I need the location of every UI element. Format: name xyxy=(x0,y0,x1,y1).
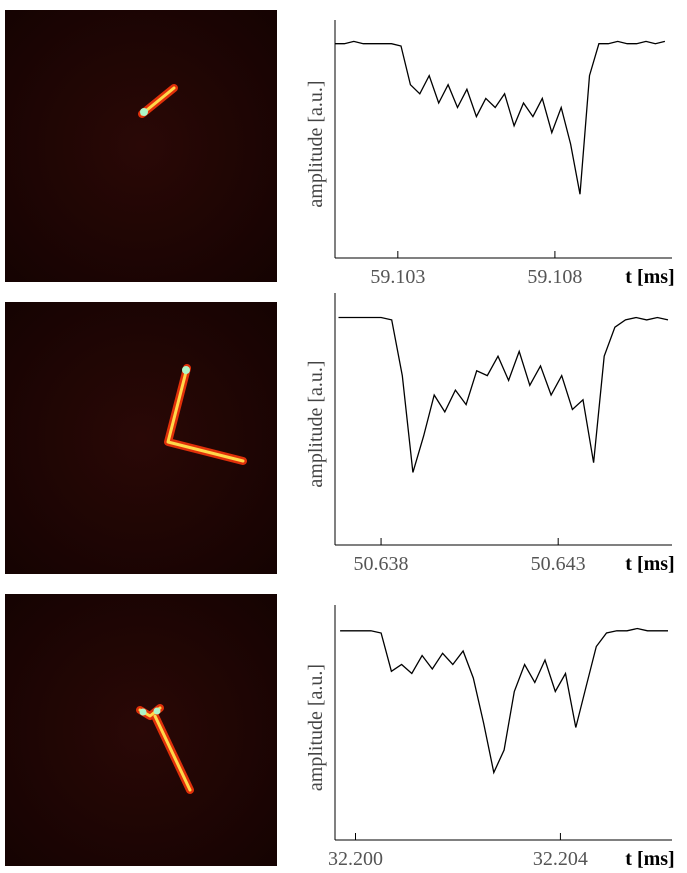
x-tick-label: 50.643 xyxy=(531,553,586,575)
x-tick-label: 32.200 xyxy=(328,848,383,870)
x-tick-label: 59.108 xyxy=(527,266,582,288)
x-axis-label: t [ms] xyxy=(625,266,674,288)
x-axis-label: t [ms] xyxy=(625,848,674,870)
trace xyxy=(340,627,668,775)
image-1 xyxy=(5,10,277,282)
x-tick-label: 50.638 xyxy=(354,553,409,575)
chart: 50.638 50.643 t [ms] amplitude [a.u.] xyxy=(305,293,675,575)
y-axis-label: amplitude [a.u.] xyxy=(305,664,327,791)
image-3 xyxy=(5,594,277,866)
x-axis-label: t [ms] xyxy=(625,553,674,575)
image-2 xyxy=(5,302,277,574)
chart: 59.103 59.108 t [ms] amplitude [a.u.] xyxy=(305,20,675,288)
x-tick-label: 59.103 xyxy=(370,266,425,288)
x-tick-label: 32.204 xyxy=(533,848,588,870)
trace xyxy=(335,40,666,195)
chart: 32.200 32.204 t [ms] amplitude [a.u.] xyxy=(305,605,675,870)
y-axis-label: amplitude [a.u.] xyxy=(305,80,327,207)
trace xyxy=(338,316,669,473)
y-axis-label: amplitude [a.u.] xyxy=(305,360,327,487)
